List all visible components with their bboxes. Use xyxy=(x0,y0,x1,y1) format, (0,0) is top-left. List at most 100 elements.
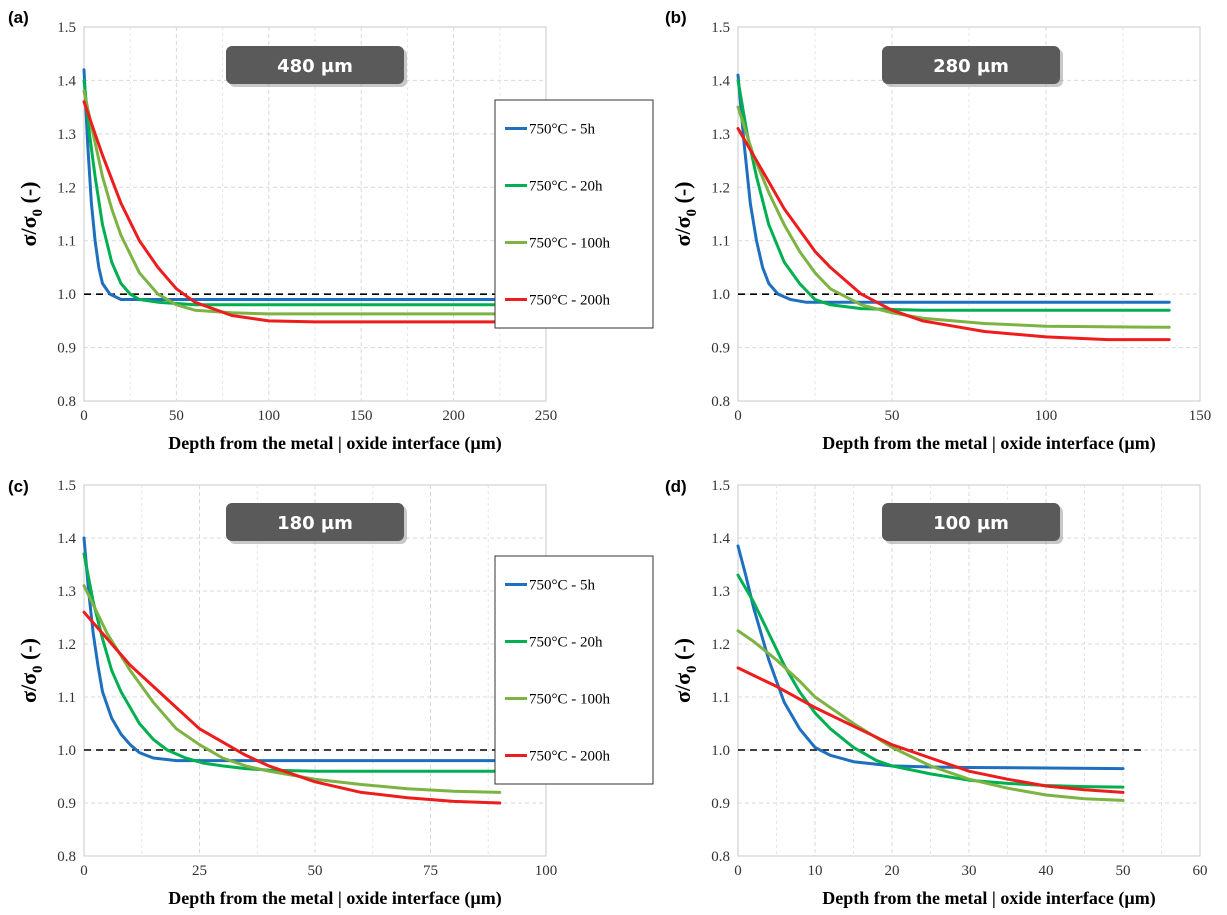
y-tick-label: 1.2 xyxy=(57,637,76,653)
y-tick-label: 0.8 xyxy=(711,849,730,865)
series-line xyxy=(82,610,502,805)
series-line xyxy=(82,100,502,324)
thickness-badge xyxy=(226,503,404,541)
y-tick-label: 1.4 xyxy=(711,531,730,547)
y-axis-title: σ/σ0 (-) xyxy=(670,181,700,246)
series-line xyxy=(82,552,502,773)
y-tick-label: 1.3 xyxy=(57,584,76,600)
x-tick-label: 25 xyxy=(192,863,207,879)
x-axis-title: Depth from the metal | oxide interface (… xyxy=(822,433,1155,454)
x-tick-label: 0 xyxy=(80,863,88,879)
thickness-badge xyxy=(882,46,1060,84)
x-tick-label: 50 xyxy=(1116,863,1131,879)
legend-entry: 750°C - 100h xyxy=(529,236,610,252)
series-line xyxy=(82,584,502,794)
chart-panel: 0 50 100 150 0.8 0.9 1.0 1.1 1.2 1.3 1.4 1.5 (b) 280 … xyxy=(665,8,1211,454)
series-line xyxy=(82,78,502,307)
y-tick-label: 1.4 xyxy=(57,73,76,89)
y-tick-label: 1.0 xyxy=(57,287,76,303)
x-tick-label: 50 xyxy=(308,863,323,879)
legend-entry: 750°C - 20h xyxy=(529,635,603,651)
series-line xyxy=(736,105,1171,329)
y-tick-label: 1.5 xyxy=(57,478,76,494)
badge-label: 280 µm xyxy=(933,56,1009,77)
x-tick-label: 30 xyxy=(962,863,977,879)
y-tick-label: 1.0 xyxy=(57,743,76,759)
y-axis-title: σ/σ0 (-) xyxy=(16,638,46,703)
series-line xyxy=(82,536,502,763)
legend-entry: 750°C - 20h xyxy=(529,179,603,195)
x-tick-label: 100 xyxy=(535,863,558,879)
series-line xyxy=(736,73,1171,304)
thickness-badge xyxy=(226,46,404,84)
x-tick-label: 20 xyxy=(885,863,900,879)
legend-entry: 750°C - 5h xyxy=(529,578,595,594)
y-tick-label: 1.5 xyxy=(711,20,730,36)
y-tick-label: 1.0 xyxy=(711,743,730,759)
thickness-badge xyxy=(882,503,1060,541)
y-tick-label: 1.3 xyxy=(711,584,730,600)
y-tick-label: 0.9 xyxy=(57,341,76,357)
x-tick-label: 0 xyxy=(80,408,88,424)
series-line xyxy=(82,89,502,316)
x-axis-title: Depth from the metal | oxide interface (… xyxy=(168,433,501,454)
y-tick-label: 1.1 xyxy=(711,234,730,250)
chart-panel: 0 25 50 75 100 0.8 0.9 1.0 1.1 1.2 1.3 1.4 1.5 (c) 180… xyxy=(8,477,654,909)
y-tick-label: 1.1 xyxy=(57,690,76,706)
y-tick-label: 1.3 xyxy=(711,127,730,143)
x-tick-label: 50 xyxy=(169,408,184,424)
x-tick-label: 40 xyxy=(1039,863,1054,879)
y-tick-label: 1.4 xyxy=(711,73,730,89)
series-line xyxy=(82,68,502,301)
x-tick-label: 150 xyxy=(350,408,373,424)
y-tick-label: 1.2 xyxy=(711,637,730,653)
y-tick-label: 1.2 xyxy=(57,180,76,196)
y-tick-label: 0.9 xyxy=(711,341,730,357)
series-line xyxy=(736,127,1171,342)
y-axis-title: σ/σ0 (-) xyxy=(670,638,700,703)
chart-panel: 0 10 20 30 40 50 60 0.8 0.9 1.0 1.1 1.2 1.3 1.4 1.5 (d)… xyxy=(665,477,1208,909)
series-line xyxy=(736,78,1171,312)
legend-entry: 750°C - 100h xyxy=(529,692,610,708)
y-tick-label: 1.3 xyxy=(57,127,76,143)
x-tick-label: 10 xyxy=(808,863,823,879)
legend-entry: 750°C - 5h xyxy=(529,122,595,138)
series-line xyxy=(736,666,1125,794)
series-line xyxy=(736,573,1125,789)
y-tick-label: 0.9 xyxy=(711,796,730,812)
x-tick-label: 60 xyxy=(1193,863,1208,879)
badge-label: 100 µm xyxy=(933,513,1009,534)
y-tick-label: 1.5 xyxy=(57,20,76,36)
x-tick-label: 75 xyxy=(423,863,438,879)
y-tick-label: 1.2 xyxy=(711,180,730,196)
x-tick-label: 200 xyxy=(442,408,465,424)
x-tick-label: 100 xyxy=(258,408,281,424)
panel-label: (c) xyxy=(8,477,29,496)
y-tick-label: 0.8 xyxy=(711,394,730,410)
series-line xyxy=(736,544,1125,771)
y-tick-label: 1.1 xyxy=(711,690,730,706)
legend-box xyxy=(494,555,654,785)
y-tick-label: 0.8 xyxy=(57,849,76,865)
x-axis-title: Depth from the metal | oxide interface (… xyxy=(168,888,501,909)
x-tick-label: 250 xyxy=(535,408,558,424)
legend: 750°C - 5h 750°C - 20h 750°C - 100h 750°C -… xyxy=(494,99,654,329)
badge-label: 180 µm xyxy=(277,513,353,534)
y-tick-label: 1.0 xyxy=(711,287,730,303)
badge-label: 480 µm xyxy=(277,56,353,77)
legend-box xyxy=(494,99,654,329)
x-tick-label: 50 xyxy=(885,408,900,424)
y-tick-label: 1.1 xyxy=(57,234,76,250)
y-tick-label: 0.9 xyxy=(57,796,76,812)
panel-label: (b) xyxy=(665,8,687,27)
x-tick-label: 100 xyxy=(1035,408,1058,424)
chart-panel: 0 50 100 150 200 250 0.8 0.9 1.0 1.1 1.2 1.3 1.4 1.5 (… xyxy=(8,8,654,454)
legend-entry: 750°C - 200h xyxy=(529,293,610,309)
x-axis-title: Depth from the metal | oxide interface (… xyxy=(822,888,1155,909)
x-tick-label: 0 xyxy=(734,408,742,424)
y-axis-title: σ/σ0 (-) xyxy=(16,181,46,246)
panel-label: (d) xyxy=(665,477,687,496)
x-tick-label: 150 xyxy=(1189,408,1212,424)
y-tick-label: 0.8 xyxy=(57,394,76,410)
